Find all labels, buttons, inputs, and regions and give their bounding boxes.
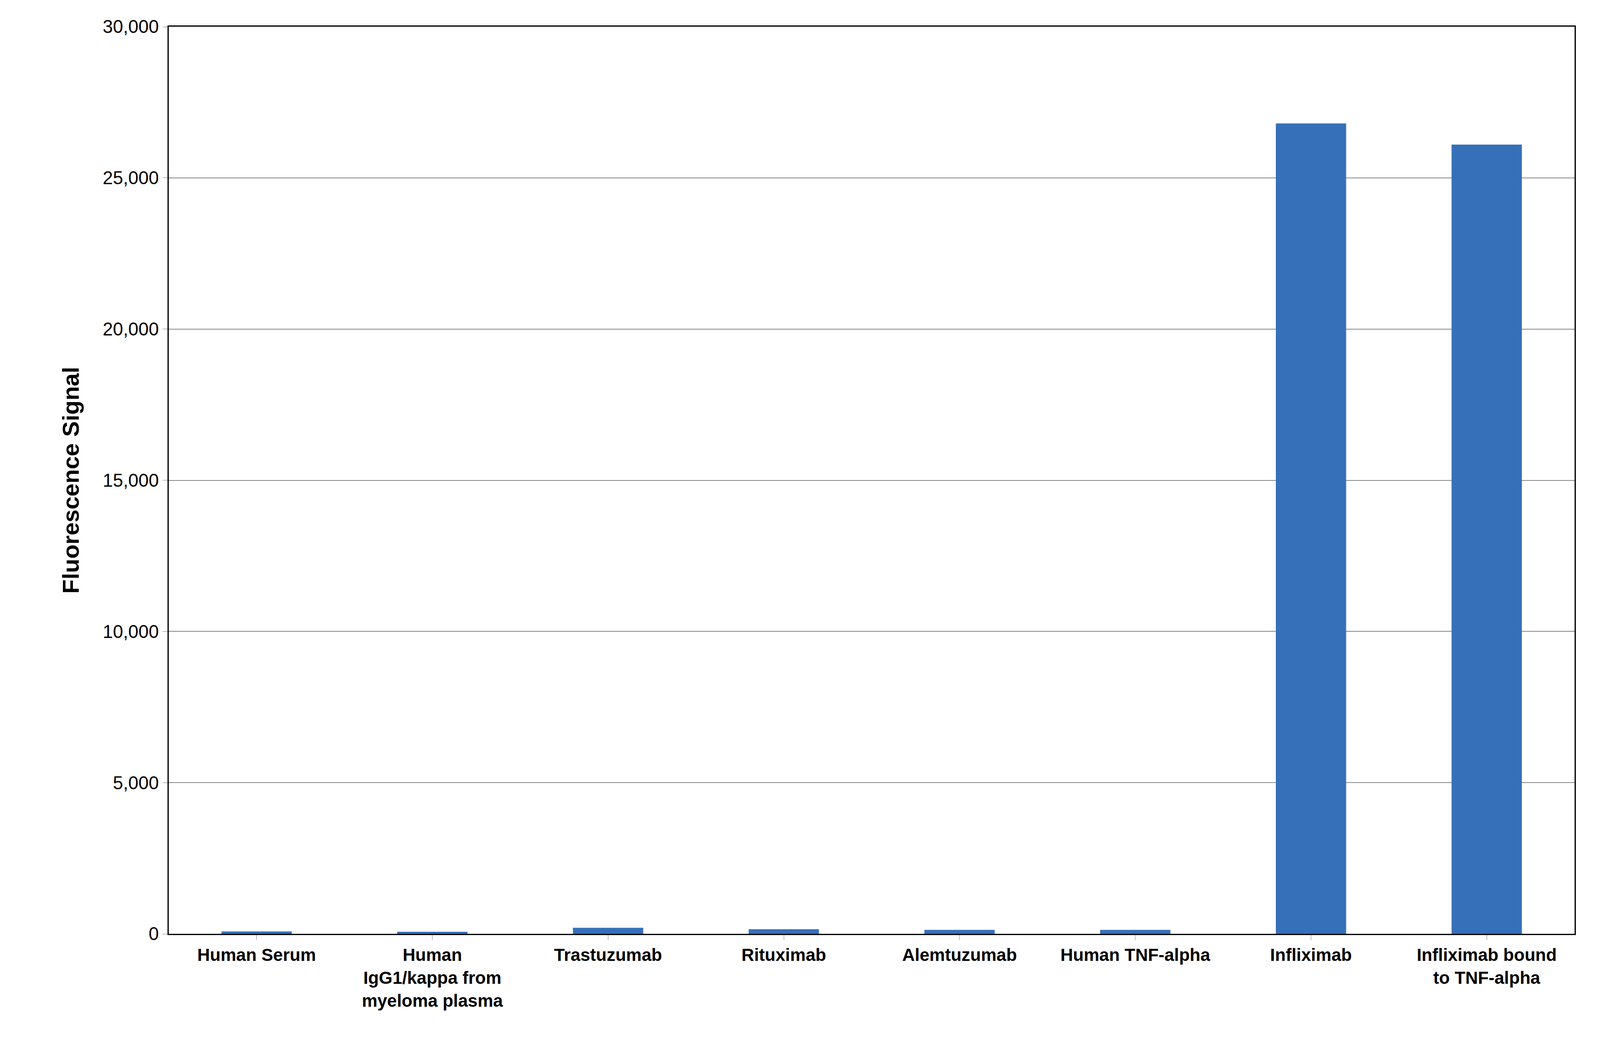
svg-text:15,000: 15,000 (102, 470, 160, 491)
svg-text:HumanIgG1/kappa frommyeloma pl: HumanIgG1/kappa frommyeloma plasma (361, 945, 503, 1010)
svg-text:20,000: 20,000 (102, 318, 160, 340)
svg-text:30,000: 30,000 (102, 16, 160, 37)
svg-text:5,000: 5,000 (112, 772, 159, 793)
svg-text:Trastuzumab: Trastuzumab (554, 945, 663, 965)
svg-text:10,000: 10,000 (102, 621, 160, 642)
svg-text:Infliximab boundto TNF-alpha: Infliximab boundto TNF-alpha (1416, 945, 1557, 988)
svg-text:Human TNF-alpha: Human TNF-alpha (1060, 945, 1211, 965)
svg-text:Rituximab: Rituximab (741, 945, 827, 965)
svg-text:Alemtuzumab: Alemtuzumab (902, 945, 1017, 965)
svg-text:Infliximab: Infliximab (1270, 945, 1352, 965)
svg-text:25,000: 25,000 (102, 167, 160, 188)
svg-text:Human Serum: Human Serum (197, 945, 317, 965)
svg-text:0: 0 (148, 923, 159, 944)
svg-text:Fluorescence Signal: Fluorescence Signal (57, 366, 84, 594)
